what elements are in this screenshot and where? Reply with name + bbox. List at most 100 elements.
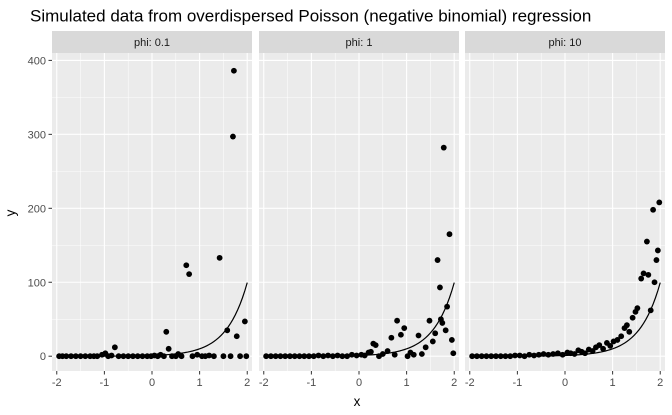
x-axis-title: x — [354, 394, 361, 409]
data-point — [512, 352, 518, 359]
data-point — [638, 275, 645, 282]
data-point — [161, 353, 167, 360]
facet-strip-label: phi: 1 — [346, 37, 373, 49]
data-point — [231, 67, 237, 74]
data-point — [72, 353, 79, 360]
data-point — [521, 353, 528, 360]
data-point — [108, 352, 115, 359]
data-point — [388, 334, 395, 341]
data-point — [488, 353, 495, 360]
data-point — [243, 353, 250, 360]
data-point — [194, 351, 201, 358]
data-point — [426, 317, 433, 324]
data-point — [398, 331, 404, 338]
x-tick-label: 0 — [149, 377, 155, 389]
facet-strip — [52, 31, 252, 53]
data-point — [320, 353, 327, 360]
data-point — [478, 353, 485, 360]
data-point — [125, 353, 132, 360]
data-point — [189, 353, 196, 360]
data-point — [306, 353, 312, 360]
data-point — [315, 352, 322, 359]
data-point — [434, 257, 441, 263]
data-point — [651, 279, 658, 286]
data-point — [339, 353, 346, 360]
x-tick-label: -1 — [306, 377, 316, 389]
data-point — [507, 353, 514, 360]
data-point — [263, 353, 270, 360]
data-point — [268, 353, 274, 360]
data-point — [401, 325, 408, 332]
x-tick-label: 0 — [562, 377, 568, 389]
data-point — [614, 337, 621, 343]
data-point — [531, 352, 537, 359]
data-point — [384, 348, 391, 354]
data-point — [287, 353, 293, 360]
x-tick-label: 1 — [404, 377, 410, 389]
data-point — [600, 345, 606, 352]
data-point — [334, 352, 341, 359]
x-tick-label: 1 — [610, 377, 616, 389]
data-point — [139, 353, 146, 360]
data-point — [211, 353, 217, 360]
data-point — [432, 330, 439, 337]
x-tick-label: 1 — [197, 377, 203, 389]
x-tick-label: 2 — [657, 377, 663, 389]
data-point — [582, 350, 588, 357]
data-point — [653, 257, 660, 263]
data-point — [618, 333, 625, 340]
data-point — [418, 351, 425, 357]
facet-panel: phi: 1 -2 -1 0 1 2 — [259, 31, 459, 389]
data-point — [237, 353, 244, 360]
data-point — [446, 231, 453, 238]
data-point — [77, 353, 84, 360]
data-point — [650, 206, 656, 213]
data-point — [656, 199, 663, 206]
data-point — [82, 353, 89, 360]
data-point — [640, 270, 647, 277]
data-point — [474, 353, 480, 360]
data-point — [296, 353, 303, 360]
x-tick-label: -1 — [512, 377, 522, 389]
data-point — [483, 353, 490, 360]
data-point — [596, 342, 603, 349]
x-tick-label: 2 — [451, 377, 457, 389]
data-point — [410, 351, 417, 358]
facet-strip — [259, 31, 459, 53]
facet-panel: phi: 10 -2 -1 0 1 2 — [465, 31, 665, 389]
data-point — [647, 307, 654, 314]
y-tick-label: 200 — [28, 203, 46, 215]
data-point — [624, 322, 630, 329]
data-point — [63, 353, 70, 360]
y-tick-label: 300 — [28, 129, 46, 141]
data-point — [130, 353, 136, 360]
chart-title: Simulated data from overdispersed Poisso… — [30, 7, 591, 26]
data-point — [372, 342, 379, 349]
x-tick-label: -2 — [52, 377, 62, 389]
data-point — [216, 254, 223, 261]
data-point — [450, 350, 457, 357]
data-point — [310, 353, 317, 360]
data-point — [559, 351, 566, 358]
data-point — [325, 352, 331, 359]
data-point — [165, 345, 172, 352]
data-point — [344, 353, 350, 360]
data-point — [540, 351, 547, 357]
data-point — [448, 337, 455, 343]
y-tick-label: 0 — [40, 351, 46, 363]
data-point — [111, 344, 118, 351]
data-point — [329, 353, 336, 360]
data-point — [634, 305, 641, 312]
data-point — [545, 351, 552, 358]
data-point — [644, 238, 650, 245]
facet-panels: phi: 0.1 -2 -1 0 1 2 0 100 200 300 400 phi: 1 -2 -1 0 1… — [28, 31, 665, 389]
x-tick-label: 0 — [356, 377, 362, 389]
facet-panel: phi: 0.1 -2 -1 0 1 2 0 100 200 300 400 — [28, 31, 252, 389]
data-point — [120, 353, 127, 360]
data-point — [368, 348, 374, 355]
data-point — [516, 352, 523, 359]
data-point — [493, 353, 499, 360]
data-point — [230, 133, 236, 140]
x-tick-label: -2 — [465, 377, 475, 389]
